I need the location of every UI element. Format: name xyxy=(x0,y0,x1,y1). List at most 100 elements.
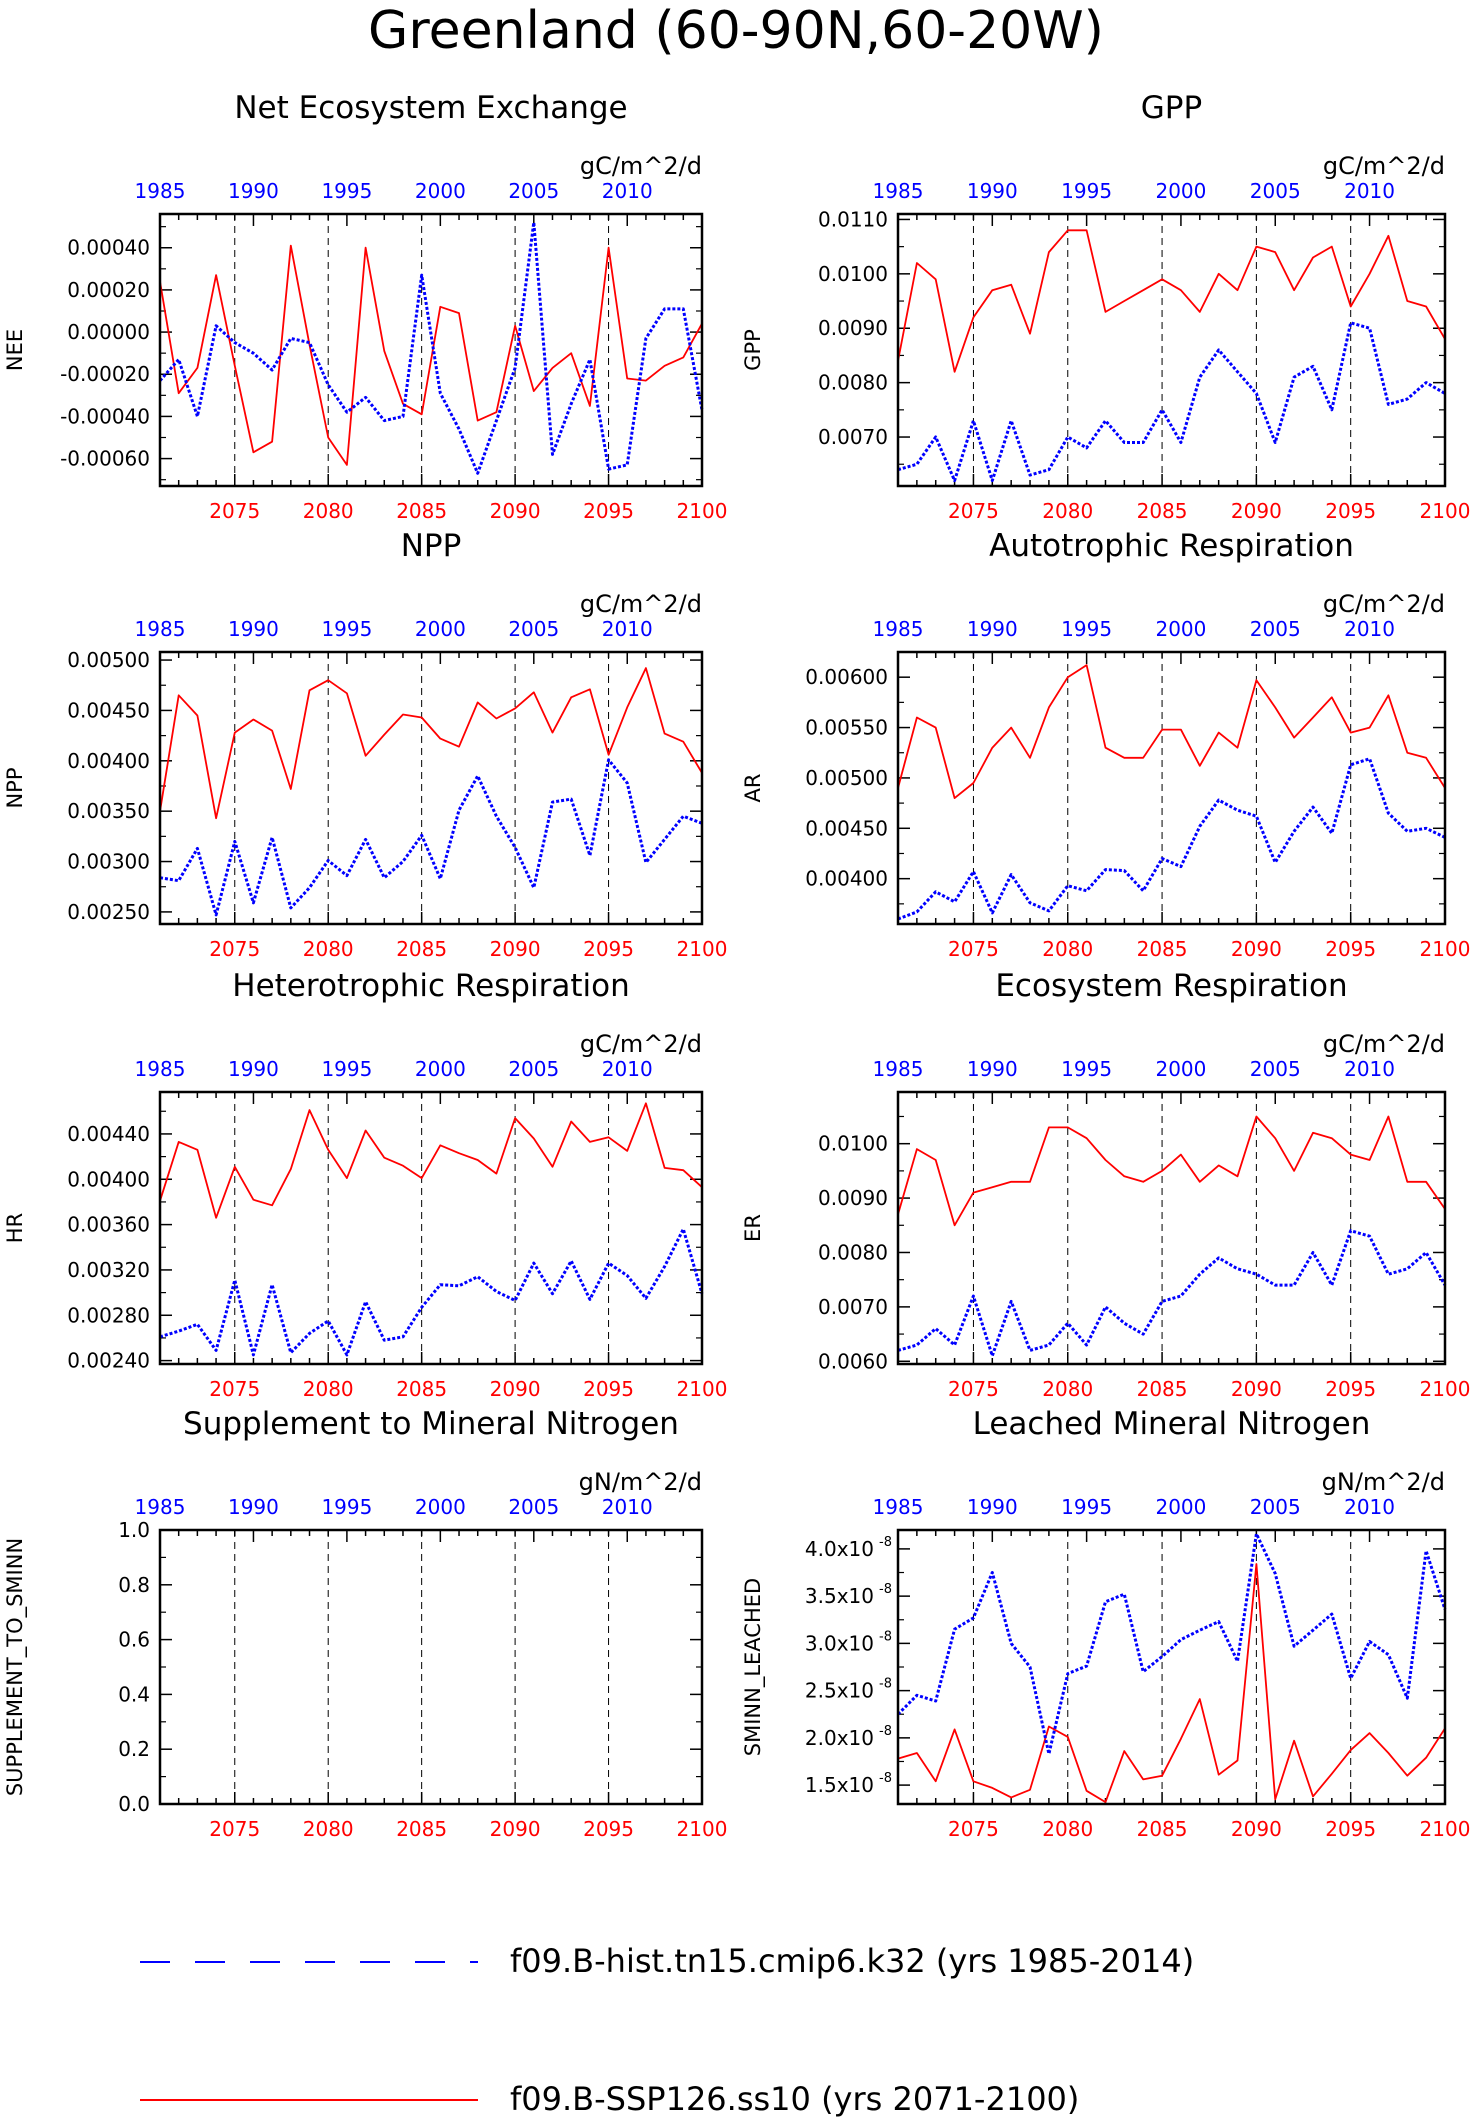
x-tick-label-bottom: 2085 xyxy=(1137,937,1188,961)
plot-frame xyxy=(896,650,1447,926)
y-tick-exponent: -8 xyxy=(879,1582,892,1597)
y-tick-label: 0.00550 xyxy=(805,716,888,740)
series-line-ssp xyxy=(159,244,703,466)
x-tick-label-bottom: 2100 xyxy=(1420,1377,1471,1401)
y-tick-label: 3.5x10 xyxy=(805,1584,874,1608)
x-tick-label-bottom: 2095 xyxy=(1325,937,1376,961)
x-tick-label-bottom: 2095 xyxy=(583,1377,634,1401)
plot-frame xyxy=(158,212,704,488)
y-tick-label: 0.00400 xyxy=(67,1167,150,1191)
y-axis-label: SUPPLEMENT_TO_SMINN xyxy=(3,1538,28,1796)
x-tick-label-bottom: 2080 xyxy=(303,1817,354,1841)
plot-frame xyxy=(896,1528,1447,1806)
units-label: gC/m^2/d xyxy=(1323,590,1445,618)
x-tick-label-top: 1985 xyxy=(135,617,186,641)
x-tick-label-bottom: 2100 xyxy=(1420,1817,1471,1841)
x-tick-label-bottom: 2085 xyxy=(396,937,447,961)
plot-frame xyxy=(158,1090,704,1366)
x-tick-label-bottom: 2075 xyxy=(948,499,999,523)
panel-title: Heterotrophic Respiration xyxy=(232,968,629,1004)
y-axis-label: HR xyxy=(3,1213,27,1243)
panel-2: GPP gC/m^2/d 2075 2080 2085 2090 2095 2100 1985 1… xyxy=(741,90,1470,523)
series-line-ssp xyxy=(897,1115,1446,1227)
x-tick-label-bottom: 2100 xyxy=(677,1817,728,1841)
y-tick-label: 0.00600 xyxy=(805,665,888,689)
series-line-ssp xyxy=(897,229,1446,373)
legend-ssp-label: f09.B-SSP126.ss10 (yrs 2071-2100) xyxy=(510,2080,1079,2118)
x-tick-label-bottom: 2095 xyxy=(583,499,634,523)
x-tick-label-top: 1985 xyxy=(873,179,924,203)
series-line-ssp xyxy=(897,1563,1446,1803)
panel-title: Supplement to Mineral Nitrogen xyxy=(183,1406,679,1442)
x-tick-label-top: 2010 xyxy=(602,179,653,203)
x-tick-label-bottom: 2085 xyxy=(1137,499,1188,523)
x-tick-label-bottom: 2095 xyxy=(1325,499,1376,523)
y-tick-label: 0.2 xyxy=(118,1737,150,1761)
series-line-hist xyxy=(897,757,1446,921)
x-tick-label-bottom: 2080 xyxy=(1042,1377,1093,1401)
y-tick-label: 0.8 xyxy=(118,1573,150,1597)
x-tick-label-bottom: 2100 xyxy=(677,1377,728,1401)
x-tick-label-top: 2000 xyxy=(415,1495,466,1519)
x-tick-label-top: 1995 xyxy=(1061,1057,1112,1081)
x-tick-label-bottom: 2080 xyxy=(1042,1817,1093,1841)
y-tick-label: 0.0070 xyxy=(818,425,888,449)
y-tick-label: 0.00450 xyxy=(805,816,888,840)
y-tick-label: 0.0100 xyxy=(818,1132,888,1156)
y-tick-label: 0.0080 xyxy=(818,1240,888,1264)
x-tick-label-top: 1990 xyxy=(967,1495,1018,1519)
x-tick-label-top: 2010 xyxy=(602,1057,653,1081)
series-line-hist xyxy=(159,758,703,917)
y-axis-label: NEE xyxy=(3,329,27,371)
x-tick-label-top: 2010 xyxy=(602,1495,653,1519)
x-tick-label-top: 2000 xyxy=(415,1057,466,1081)
x-tick-label-bottom: 2075 xyxy=(948,1377,999,1401)
series-line-hist xyxy=(897,1229,1447,1358)
x-tick-label-bottom: 2100 xyxy=(1420,499,1471,523)
panel-title: NPP xyxy=(401,528,462,564)
y-tick-label: 0.0060 xyxy=(818,1349,888,1373)
x-tick-label-bottom: 2085 xyxy=(396,1377,447,1401)
panel-title: Autotrophic Respiration xyxy=(989,528,1354,564)
y-tick-label: 0.00300 xyxy=(67,850,150,874)
y-tick-label: 0.0070 xyxy=(818,1295,888,1319)
y-tick-exponent: -8 xyxy=(879,1724,892,1739)
series-line-hist xyxy=(158,220,704,475)
panel-title: Leached Mineral Nitrogen xyxy=(973,1406,1371,1442)
x-tick-label-top: 1995 xyxy=(1061,179,1112,203)
x-tick-label-top: 1990 xyxy=(967,1057,1018,1081)
y-tick-label: 0.00400 xyxy=(67,749,150,773)
x-tick-label-bottom: 2095 xyxy=(1325,1817,1376,1841)
y-tick-label: 0.00440 xyxy=(67,1122,150,1146)
x-tick-label-bottom: 2100 xyxy=(677,937,728,961)
x-tick-label-top: 1985 xyxy=(873,1495,924,1519)
x-tick-label-bottom: 2080 xyxy=(303,499,354,523)
x-tick-label-bottom: 2090 xyxy=(1231,499,1282,523)
y-axis-label: ER xyxy=(741,1214,765,1242)
y-tick-exponent: -8 xyxy=(879,1771,892,1786)
y-tick-label: 0.6 xyxy=(118,1628,150,1652)
y-tick-label: -0.00040 xyxy=(60,404,150,428)
x-tick-label-top: 2005 xyxy=(1250,617,1301,641)
y-tick-label: 0.0090 xyxy=(818,1186,888,1210)
plot-frame xyxy=(896,1090,1447,1366)
x-tick-label-bottom: 2100 xyxy=(1420,937,1471,961)
y-tick-label: 0.00450 xyxy=(67,698,150,722)
plot-frame xyxy=(158,1528,704,1806)
series-line-ssp xyxy=(159,667,703,820)
units-label: gN/m^2/d xyxy=(579,1468,702,1496)
x-tick-label-bottom: 2090 xyxy=(1231,937,1282,961)
x-tick-label-top: 1990 xyxy=(967,179,1018,203)
y-tick-label: 2.5x10 xyxy=(805,1679,874,1703)
y-axis-label: SMINN_LEACHED xyxy=(741,1578,766,1756)
x-tick-label-bottom: 2100 xyxy=(677,499,728,523)
x-tick-label-bottom: 2075 xyxy=(209,1377,260,1401)
panel-8: Leached Mineral Nitrogen gN/m^2/d 2075 2080… xyxy=(741,1406,1470,1841)
y-tick-label: 0.00500 xyxy=(805,766,888,790)
y-tick-label: 0.00350 xyxy=(67,799,150,823)
x-tick-label-top: 2005 xyxy=(508,1495,559,1519)
y-tick-label: 0.0100 xyxy=(818,262,888,286)
x-tick-label-top: 1990 xyxy=(228,1495,279,1519)
x-tick-label-top: 1990 xyxy=(228,1057,279,1081)
y-tick-exponent: -8 xyxy=(879,1677,892,1692)
